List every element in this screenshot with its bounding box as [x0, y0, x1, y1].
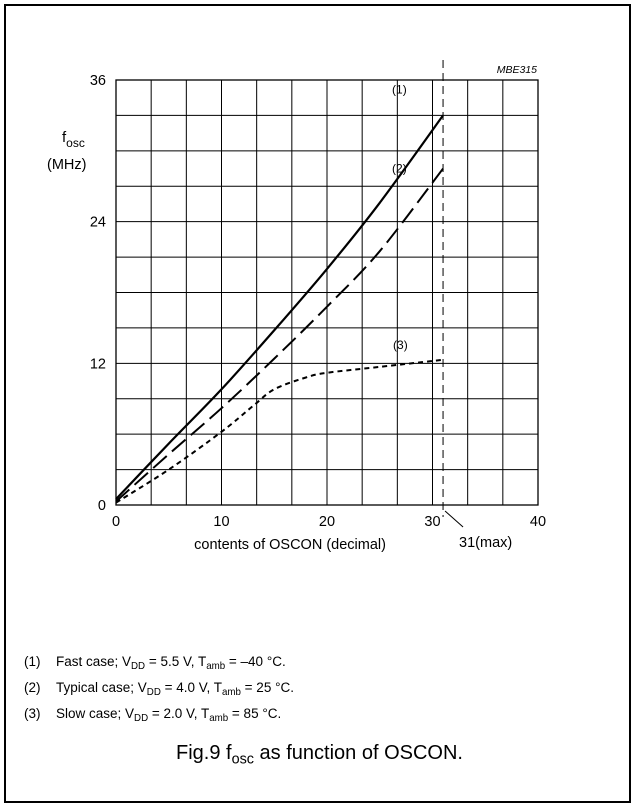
grid [116, 80, 538, 505]
x-tick-label: 20 [319, 514, 335, 530]
x-tick-label: 0 [112, 514, 120, 530]
series-2-line [115, 167, 444, 503]
y-axis-unit: (MHz) [47, 157, 86, 173]
series-1-label: (1) [392, 82, 407, 96]
y-tick-label: 24 [90, 215, 106, 231]
series-3-label: (3) [393, 338, 408, 352]
figure-code: MBE315 [497, 64, 537, 76]
series-1-line [115, 114, 444, 500]
max-marker-leader [444, 510, 464, 528]
axes [115, 60, 539, 528]
series-2-label: (2) [392, 162, 407, 176]
figure-caption: Fig.9 fosc as function of OSCON. [176, 742, 463, 768]
note-2: (2) Typical case; VDD = 4.0 V, Tamb = 25 … [24, 680, 294, 698]
note-3: (3) Slow case; VDD = 2.0 V, Tamb = 85 °C. [24, 706, 282, 724]
note-1: (1) Fast case; VDD = 5.5 V, Tamb = –40 °C… [24, 654, 286, 672]
y-tick-label: 0 [98, 498, 106, 514]
x-tick-label: 40 [530, 514, 546, 530]
x-tick-label: 30 [424, 514, 440, 530]
series-layer [115, 114, 444, 504]
x-tick-label: 10 [213, 514, 229, 530]
y-tick-label: 36 [90, 73, 106, 89]
y-axis-label: fosc [62, 129, 85, 150]
figure-frame: 0 10 20 30 40 0 12 24 36 fosc (MHz) contents of OSC… [4, 4, 631, 803]
max-marker-label: 31(max) [459, 535, 512, 551]
y-tick-label: 12 [90, 356, 106, 372]
chart-labels: 0 10 20 30 40 0 12 24 36 fosc (MHz) contents of OSC… [47, 64, 546, 553]
x-axis-label: contents of OSCON (decimal) [194, 537, 386, 553]
plot-border [115, 79, 539, 506]
chart: 0 10 20 30 40 0 12 24 36 fosc (MHz) contents of OSC… [47, 60, 546, 553]
series-3-line [115, 358, 444, 504]
